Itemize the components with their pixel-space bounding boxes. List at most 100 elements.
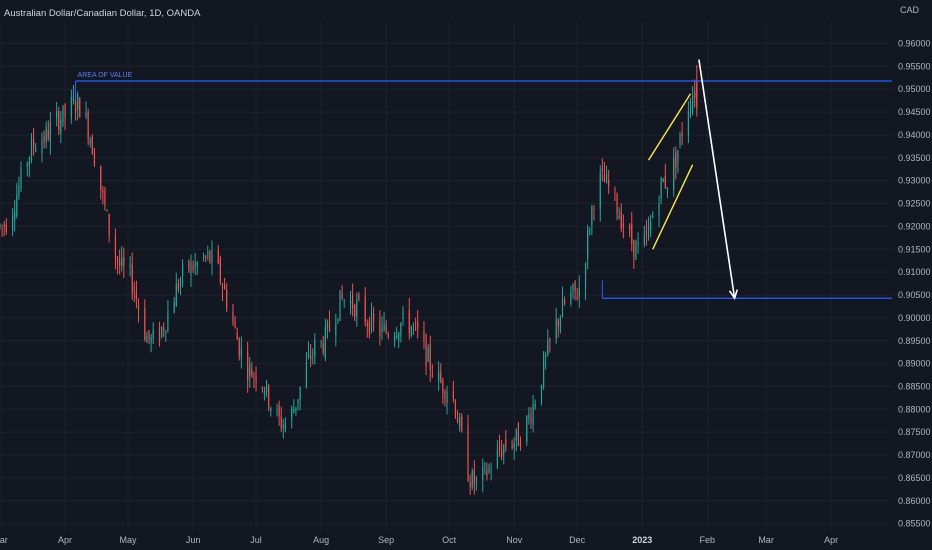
candle-body	[505, 440, 507, 447]
candle-body	[30, 139, 33, 161]
price-tick-label: 0.92000	[898, 221, 931, 231]
candle-body	[100, 165, 102, 190]
candle-body	[643, 235, 645, 244]
candle-body	[446, 391, 448, 403]
candle-body	[106, 210, 108, 212]
candle-body	[658, 203, 660, 217]
candle-body	[280, 416, 282, 429]
candle-body	[563, 299, 566, 304]
candle-body	[503, 445, 505, 455]
candle-body	[85, 112, 87, 118]
time-tick-label: Jun	[186, 535, 201, 545]
candle-body	[549, 338, 551, 342]
currency-label: CAD	[900, 5, 920, 15]
candle-body	[102, 190, 104, 193]
time-tick-label: Apr	[824, 535, 838, 545]
price-tick-label: 0.95000	[898, 84, 931, 94]
time-tick-label: Nov	[506, 535, 523, 545]
candle-body	[47, 129, 49, 140]
price-tick-label: 0.94000	[898, 130, 931, 140]
price-tick-label: 0.87000	[898, 450, 931, 460]
candle-body	[295, 406, 297, 410]
candle-body	[442, 379, 444, 394]
candle-body	[144, 307, 146, 340]
candle-body	[400, 323, 402, 335]
candle-body	[561, 298, 564, 318]
time-tick-label: Sep	[378, 535, 394, 545]
candle-body	[456, 417, 459, 424]
candle-body	[662, 179, 664, 182]
candle-body	[284, 422, 287, 430]
candle-body	[614, 189, 616, 191]
candle-body	[393, 335, 396, 342]
candle-body	[270, 407, 272, 412]
drawings: AREA OF VALUE	[75, 59, 892, 301]
candle-body	[60, 119, 62, 134]
candle-body	[540, 384, 543, 403]
candle-body	[593, 208, 595, 210]
price-tick-label: 0.89000	[898, 359, 931, 369]
chart-title: Australian Dollar/Canadian Dollar, 1D, O…	[4, 8, 201, 19]
candle-body	[129, 264, 131, 266]
candle-body	[265, 381, 268, 393]
price-tick-label: 0.85500	[898, 519, 931, 529]
candle-body	[179, 279, 182, 288]
candle-body	[307, 353, 310, 357]
candle-body	[146, 335, 148, 343]
price-tick-label: 0.91000	[898, 267, 931, 277]
candle-body	[131, 265, 133, 293]
candle-body	[587, 229, 589, 260]
price-tick-label: 0.95500	[898, 61, 931, 71]
candle-body	[114, 235, 117, 258]
price-axis[interactable]: 0.96000 0.95500 0.95000 0.94500 0.94000 0.935…	[898, 38, 931, 528]
wedge-upper-line	[647, 93, 692, 161]
candle-body	[202, 257, 205, 259]
candle-body	[637, 242, 639, 245]
candle-body	[322, 342, 324, 353]
time-axis[interactable]: Mar Apr May Jun Jul Aug Sep Oct Nov Dec 2023 Feb Mar…	[0, 535, 838, 545]
price-tick-label: 0.91500	[898, 244, 931, 254]
candle-body	[49, 123, 51, 143]
candle-body	[689, 107, 692, 109]
candle-body	[150, 336, 152, 343]
candle-body	[3, 224, 5, 227]
candle-body	[618, 216, 620, 220]
candle-body	[72, 96, 75, 102]
candle-body	[429, 344, 431, 370]
price-tick-label: 0.90500	[898, 290, 931, 300]
time-tick-label: Oct	[442, 535, 457, 545]
candle-body	[425, 334, 427, 367]
candle-body	[519, 442, 522, 447]
candle-body	[364, 297, 366, 323]
candle-body	[496, 448, 499, 468]
candle-body	[511, 445, 513, 448]
candle-body	[0, 224, 1, 227]
price-tick-label: 0.94500	[898, 107, 931, 117]
candle-body	[616, 194, 618, 214]
candle-body	[444, 391, 446, 399]
candle-body	[247, 352, 249, 381]
price-tick-label: 0.93000	[898, 176, 931, 186]
candle-body	[620, 211, 622, 230]
candle-body	[664, 175, 666, 188]
candle-body	[427, 347, 429, 362]
candle-body	[121, 257, 123, 267]
candle-body	[41, 141, 43, 155]
candle-body	[352, 294, 354, 308]
candle-body	[673, 157, 675, 190]
candle-body	[408, 309, 410, 333]
candle-body	[35, 148, 37, 152]
candle-body	[167, 311, 169, 332]
candle-body	[104, 190, 106, 206]
candle-body	[358, 294, 360, 300]
candle-body	[11, 215, 14, 230]
candle-body	[383, 324, 385, 331]
candle-body	[679, 133, 681, 146]
candle-body	[578, 287, 580, 297]
projection-arrow-shaft	[698, 59, 736, 299]
candle-body	[467, 425, 469, 481]
candle-body	[119, 260, 121, 266]
candle-body	[152, 330, 154, 340]
candle-body	[666, 187, 669, 190]
